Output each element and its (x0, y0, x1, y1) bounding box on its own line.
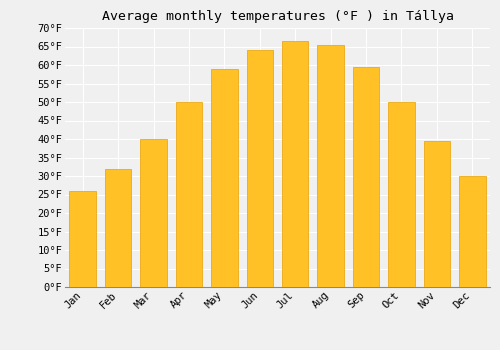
Bar (282, 41, 308, 287)
Bar (353, 67, 380, 287)
Bar (246, 50, 273, 287)
Title: Average monthly temperatures (°F ) in Tállya: Average monthly temperatures (°F ) in Tá… (102, 10, 454, 23)
Bar (459, 176, 485, 287)
Bar (105, 169, 132, 287)
Bar (70, 191, 96, 287)
Bar (140, 139, 167, 287)
Bar (176, 102, 202, 287)
Bar (424, 141, 450, 287)
Bar (388, 102, 414, 287)
Bar (318, 45, 344, 287)
Bar (211, 69, 238, 287)
